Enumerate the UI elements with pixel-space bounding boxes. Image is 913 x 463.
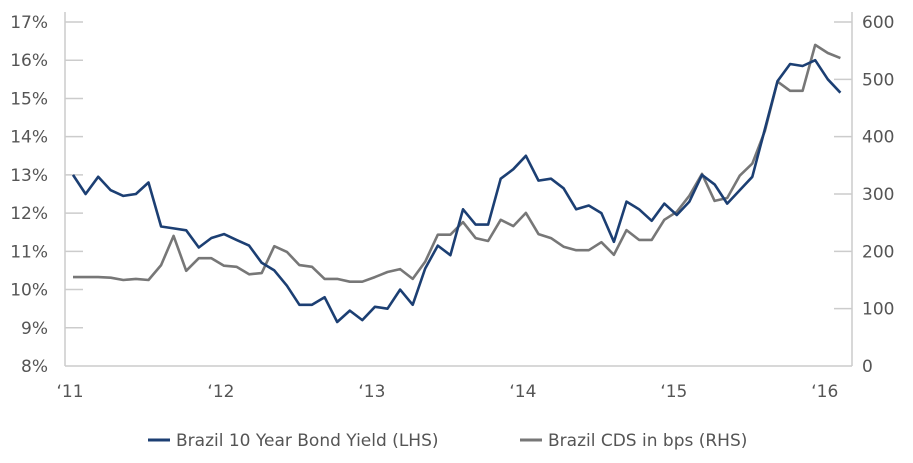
x-tick-label: ‘13 bbox=[358, 382, 385, 402]
right-tick-label: 400 bbox=[862, 128, 894, 148]
right-tick-label: 500 bbox=[862, 70, 894, 90]
x-tick-label: ‘15 bbox=[660, 382, 687, 402]
left-tick-label: 17% bbox=[10, 13, 48, 33]
right-tick-label: 300 bbox=[862, 185, 894, 205]
x-tick-label: ‘14 bbox=[509, 382, 536, 402]
legend-label: Brazil 10 Year Bond Yield (LHS) bbox=[176, 431, 439, 451]
left-tick-label: 9% bbox=[21, 319, 48, 339]
series-line-left bbox=[71, 58, 842, 324]
left-tick-label: 8% bbox=[21, 357, 48, 377]
right-tick-label: 200 bbox=[862, 242, 894, 262]
series-line-right bbox=[73, 43, 841, 284]
left-tick-label: 12% bbox=[10, 204, 48, 224]
left-tick-label: 11% bbox=[10, 242, 48, 262]
x-tick-label: ‘11 bbox=[56, 382, 83, 402]
left-tick-label: 15% bbox=[10, 89, 48, 109]
left-tick-label: 10% bbox=[10, 281, 48, 301]
x-tick-label: ‘16 bbox=[811, 382, 838, 402]
right-tick-label: 0 bbox=[862, 357, 873, 377]
legend-label: Brazil CDS in bps (RHS) bbox=[548, 431, 747, 451]
left-tick-label: 16% bbox=[10, 51, 48, 71]
left-tick-label: 14% bbox=[10, 128, 48, 148]
left-tick-label: 13% bbox=[10, 166, 48, 186]
x-tick-label: ‘12 bbox=[207, 382, 234, 402]
right-tick-label: 600 bbox=[862, 13, 894, 33]
right-tick-label: 100 bbox=[862, 300, 894, 320]
